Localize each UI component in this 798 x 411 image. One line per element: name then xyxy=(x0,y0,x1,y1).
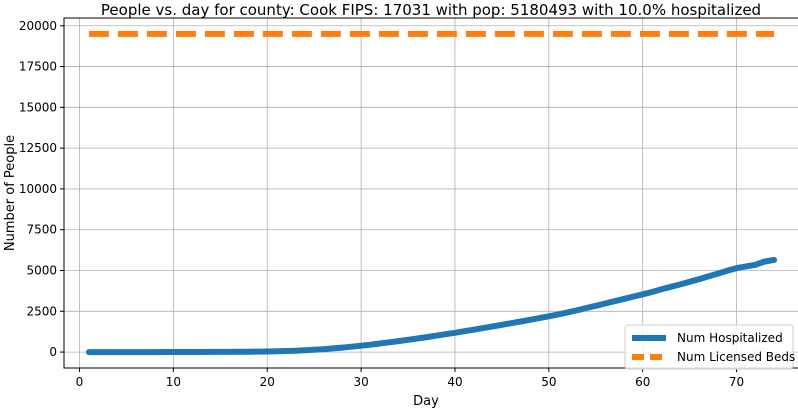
plot-frame xyxy=(63,17,798,369)
y-tick-label-8: 20000 xyxy=(19,19,57,33)
legend-label-hospitalized: Num Hospitalized xyxy=(677,331,783,345)
x-tick-label-2: 20 xyxy=(260,375,275,389)
x-tick-label-3: 30 xyxy=(353,375,368,389)
x-axis-label: Day xyxy=(413,394,439,409)
chart-title: People vs. day for county: Cook FIPS: 17… xyxy=(101,1,761,19)
series-line-num-hospitalized xyxy=(85,256,778,356)
x-tick-label-6: 60 xyxy=(635,375,650,389)
x-tick-label-5: 50 xyxy=(541,375,556,389)
x-ticks: 0 10 20 30 40 50 60 70 xyxy=(76,368,744,389)
grid xyxy=(64,18,798,368)
x-tick-label-4: 40 xyxy=(447,375,462,389)
y-axis-label: Number of People xyxy=(3,135,18,251)
y-tick-label-2: 5000 xyxy=(26,264,57,278)
x-tick-label-0: 0 xyxy=(76,375,84,389)
legend: Num Hospitalized Num Licensed Beds xyxy=(624,324,795,370)
y-ticks: 0 2500 5000 7500 10000 12500 15000 17500 20000 xyxy=(19,19,64,359)
series-layer xyxy=(85,30,778,356)
y-tick-label-3: 7500 xyxy=(26,223,57,237)
y-tick-label-1: 2500 xyxy=(26,304,57,318)
y-tick-label-6: 15000 xyxy=(19,100,57,114)
y-tick-label-7: 17500 xyxy=(19,60,57,74)
x-tick-label-7: 70 xyxy=(729,375,744,389)
y-tick-label-0: 0 xyxy=(49,345,57,359)
legend-label-licensed-beds: Num Licensed Beds xyxy=(677,350,795,364)
y-tick-label-5: 12500 xyxy=(19,141,57,155)
y-tick-label-4: 10000 xyxy=(19,182,57,196)
legend-box xyxy=(624,324,794,370)
x-tick-label-1: 10 xyxy=(166,375,181,389)
